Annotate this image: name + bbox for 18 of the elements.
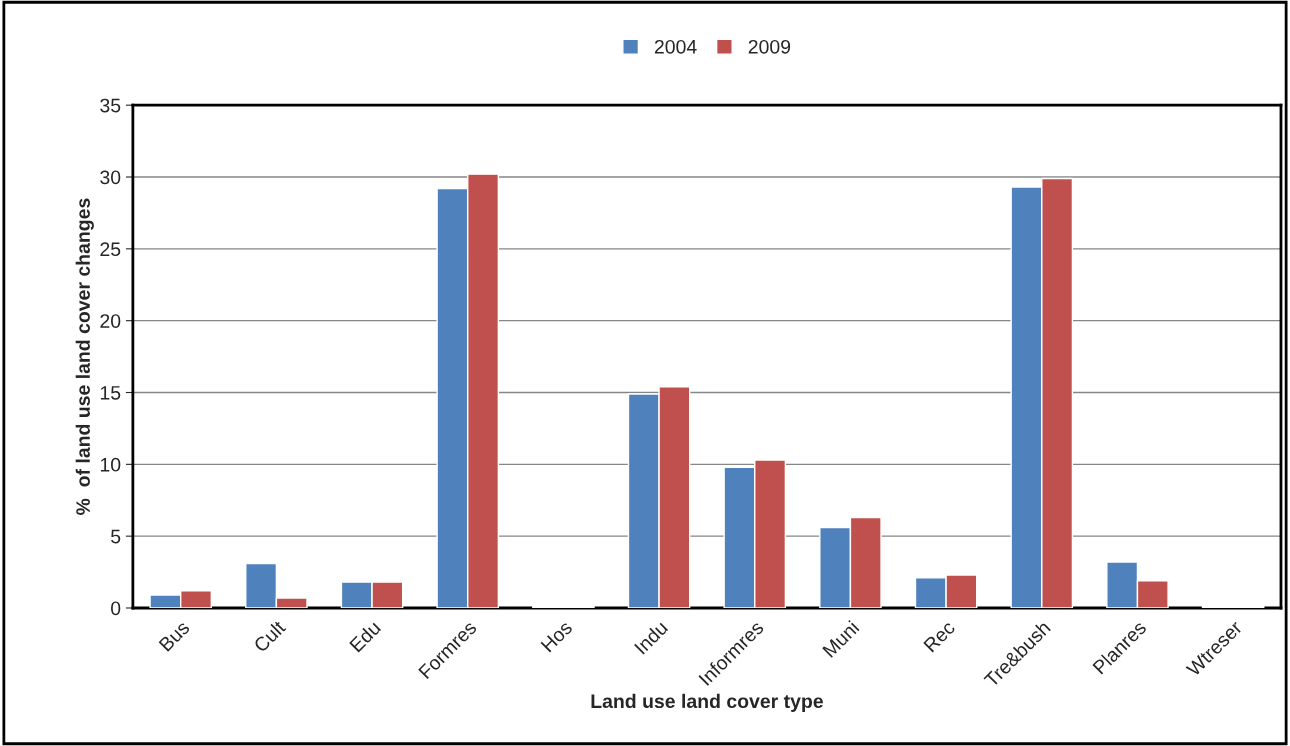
y-tick-label: 20	[100, 314, 121, 328]
y-tick-label: 35	[100, 98, 121, 113]
x-tick-label: Cult	[252, 619, 287, 653]
x-tick-label: Hos	[540, 620, 574, 653]
y-axis-title: % of land use land cover changes	[75, 198, 94, 515]
y-tick-label: 30	[100, 170, 121, 185]
x-tick-label: Edu	[348, 620, 382, 653]
legend-label: 2004	[654, 39, 697, 54]
y-tick-label: 0	[111, 601, 121, 616]
x-axis-title: Land use land cover type	[591, 693, 823, 712]
x-tick-label: Indu	[633, 620, 669, 655]
y-tick-label: 10	[100, 457, 121, 472]
legend-label: 2009	[748, 39, 791, 54]
x-tick-label: Rec	[923, 619, 956, 653]
y-tick-label: 5	[111, 529, 121, 544]
x-tick-label: Bus	[158, 620, 191, 652]
y-tick-label: 15	[100, 386, 121, 400]
y-tick-label: 25	[100, 242, 121, 257]
